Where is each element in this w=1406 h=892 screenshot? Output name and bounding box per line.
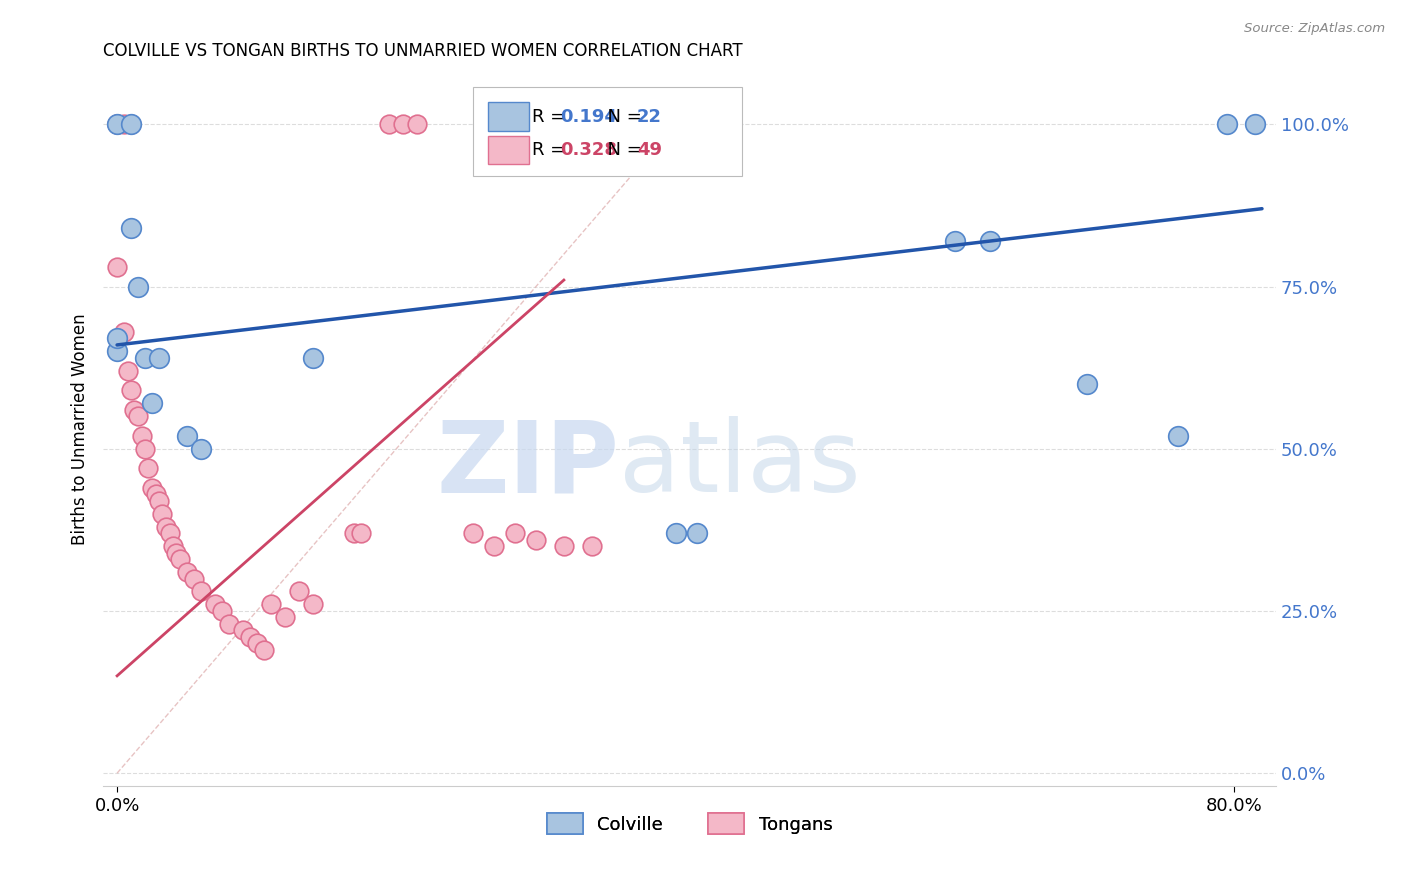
Point (120, 117, 142, 131)
Text: R =: R = (533, 141, 571, 159)
Point (134, 351, 156, 365)
Legend: Colville, Tongans: Colville, Tongans (540, 806, 839, 841)
Point (211, 604, 233, 618)
Text: 22: 22 (637, 108, 662, 126)
Point (120, 384, 142, 398)
Point (943, 234, 966, 248)
FancyBboxPatch shape (488, 103, 529, 131)
Point (120, 221, 142, 235)
Point (131, 429, 153, 443)
Text: ZIP: ZIP (436, 417, 619, 514)
Text: COLVILLE VS TONGAN BIRTHS TO UNMARRIED WOMEN CORRELATION CHART: COLVILLE VS TONGAN BIRTHS TO UNMARRIED W… (103, 42, 742, 60)
Point (581, 539, 603, 553)
Point (148, 493, 170, 508)
Point (105, 117, 128, 131)
Point (159, 526, 181, 541)
Point (287, 584, 309, 599)
Text: 0.194: 0.194 (561, 108, 617, 126)
Point (979, 234, 1001, 248)
Point (122, 402, 145, 417)
Point (350, 526, 373, 541)
Point (120, 117, 142, 131)
Text: 49: 49 (637, 141, 662, 159)
Point (105, 117, 128, 131)
Point (489, 117, 512, 131)
Point (524, 533, 547, 547)
Point (378, 117, 401, 131)
Text: 0.328: 0.328 (561, 141, 617, 159)
FancyBboxPatch shape (488, 136, 529, 164)
Point (204, 598, 226, 612)
Text: N =: N = (596, 141, 647, 159)
Point (105, 117, 128, 131)
Point (127, 409, 149, 424)
Point (141, 396, 163, 410)
Point (148, 351, 170, 365)
Point (503, 526, 526, 541)
Text: atlas: atlas (619, 417, 860, 514)
Point (155, 519, 177, 533)
Point (105, 331, 128, 345)
Point (218, 616, 240, 631)
Point (482, 539, 505, 553)
Point (392, 117, 415, 131)
FancyBboxPatch shape (472, 87, 742, 176)
Point (664, 526, 686, 541)
Point (141, 481, 163, 495)
Point (246, 636, 269, 650)
Point (1244, 117, 1267, 131)
Point (112, 117, 135, 131)
Point (685, 526, 707, 541)
Point (105, 344, 128, 359)
Point (406, 117, 429, 131)
Point (301, 598, 323, 612)
Point (176, 429, 198, 443)
Point (127, 279, 149, 293)
Point (232, 624, 254, 638)
Point (553, 539, 575, 553)
Point (1076, 376, 1098, 391)
Text: R =: R = (533, 108, 571, 126)
Point (301, 351, 323, 365)
Point (105, 260, 128, 274)
Point (112, 325, 135, 339)
Text: N =: N = (596, 108, 647, 126)
Point (105, 117, 128, 131)
Point (190, 442, 212, 456)
Point (1216, 117, 1239, 131)
Point (253, 643, 276, 657)
Point (162, 539, 184, 553)
Point (136, 461, 159, 475)
Point (343, 526, 366, 541)
Point (463, 526, 485, 541)
Point (150, 507, 173, 521)
Point (134, 442, 156, 456)
Y-axis label: Births to Unmarried Women: Births to Unmarried Women (72, 313, 89, 545)
Point (1167, 429, 1189, 443)
Point (169, 552, 191, 566)
Point (176, 565, 198, 579)
Point (145, 487, 167, 501)
Point (165, 545, 187, 559)
Point (273, 610, 295, 624)
Point (190, 584, 212, 599)
Point (239, 630, 262, 644)
Point (260, 598, 283, 612)
Point (117, 364, 139, 378)
Point (183, 572, 205, 586)
Text: Source: ZipAtlas.com: Source: ZipAtlas.com (1244, 22, 1385, 36)
